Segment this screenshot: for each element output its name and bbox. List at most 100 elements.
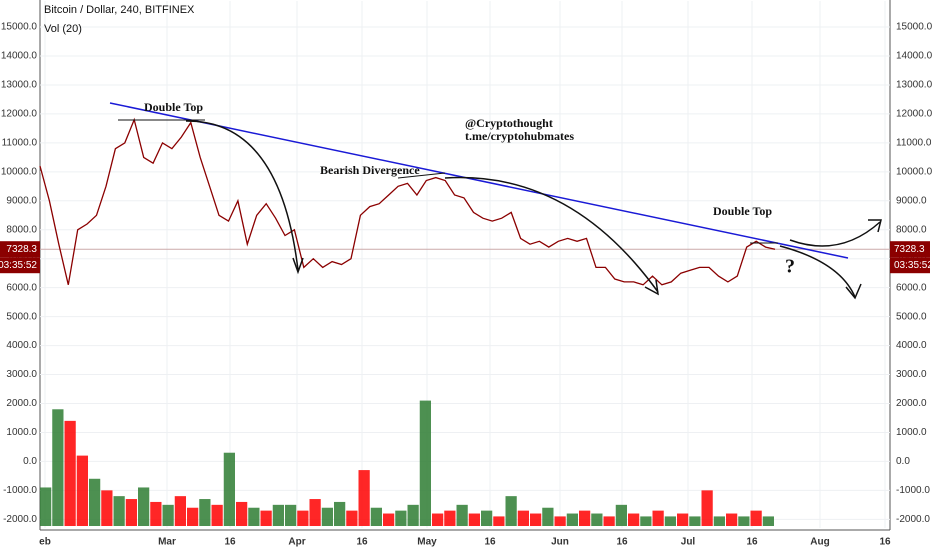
volume-bar: [456, 504, 468, 526]
volume-bar: [407, 504, 419, 526]
volume-bar: [530, 513, 542, 526]
x-tick-label: Jul: [681, 537, 696, 548]
volume-bar: [76, 455, 88, 526]
volume-bar: [260, 510, 272, 526]
annotation: Double Top: [713, 204, 772, 218]
volume-bar: [738, 516, 750, 526]
volume-bar: [726, 513, 738, 526]
volume-bar: [493, 516, 505, 526]
volume-bar: [248, 507, 260, 526]
volume-bar: [52, 409, 64, 526]
y-tick-label: 5000.0: [896, 311, 927, 322]
volume-bar: [395, 510, 407, 526]
volume-bar: [383, 513, 395, 526]
y-tick-label: 0.0: [23, 456, 37, 467]
y-tick-label: 4000.0: [896, 340, 927, 351]
volume-bar: [199, 499, 211, 526]
countdown-tag: [0, 257, 40, 274]
countdown-label: 03:35:52: [0, 260, 37, 271]
x-tick-label: 16: [879, 537, 891, 548]
volume-bar: [321, 507, 333, 526]
volume-bar: [346, 510, 358, 526]
volume-bar: [713, 516, 725, 526]
arrow: [185, 120, 299, 271]
x-tick-label: 16: [746, 537, 758, 548]
y-tick-label: 9000.0: [896, 195, 927, 206]
volume-bar: [187, 507, 199, 526]
y-tick-label: 8000.0: [6, 224, 37, 235]
volume-bar: [138, 487, 150, 526]
volume-bar: [468, 513, 480, 526]
volume-bar: [554, 516, 566, 526]
x-tick-label: Jun: [551, 537, 569, 548]
volume-bar: [603, 516, 615, 526]
volume-bar: [579, 510, 591, 526]
x-tick-label: 16: [224, 537, 236, 548]
volume-bar: [505, 496, 517, 526]
volume-bar: [64, 420, 76, 526]
volume-bar: [444, 510, 456, 526]
divergence-line: [397, 172, 446, 179]
y-tick-label: 10000.0: [1, 166, 38, 177]
y-tick-label: 12000.0: [1, 109, 38, 120]
y-tick-label: 1000.0: [6, 427, 37, 438]
volume-bar: [162, 504, 174, 526]
volume-bar: [419, 400, 431, 526]
volume-bar: [481, 510, 493, 526]
y-tick-label: 15000.0: [896, 22, 932, 33]
arrow-head: [292, 257, 304, 275]
countdown-tag: [890, 257, 930, 274]
volume-bar: [677, 513, 689, 526]
arrow: [779, 245, 856, 298]
countdown-label: 03:35:52: [894, 260, 932, 271]
chart-title: Bitcoin / Dollar, 240, BITFINEX: [44, 4, 195, 16]
arrow-head: [644, 279, 659, 296]
volume-bar: [101, 490, 113, 526]
volume-bar: [701, 490, 713, 526]
volume-bar: [297, 510, 309, 526]
arrow: [789, 221, 881, 247]
volume-bar: [223, 452, 235, 526]
volume-bar: [517, 510, 529, 526]
volume-bar: [125, 499, 137, 526]
volume-bar: [285, 504, 297, 526]
y-tick-label: 6000.0: [896, 282, 927, 293]
y-tick-label: 14000.0: [896, 51, 932, 62]
arrow-head: [845, 283, 862, 300]
volume-bar: [174, 496, 186, 526]
y-tick-label: 0.0: [896, 456, 910, 467]
volume-bar: [615, 504, 627, 526]
y-tick-label: 3000.0: [896, 369, 927, 380]
y-tick-label: 15000.0: [1, 22, 38, 33]
volume-bar: [236, 501, 248, 526]
annotation: ?: [785, 256, 795, 278]
price-tag-label: 7328.3: [6, 244, 37, 255]
y-tick-label: 1000.0: [896, 427, 927, 438]
volume-bar: [640, 516, 652, 526]
arrow: [444, 176, 659, 293]
volume-bar: [689, 516, 701, 526]
y-tick-label: 8000.0: [896, 224, 927, 235]
y-tick-label: 6000.0: [6, 282, 37, 293]
volume-bar: [750, 510, 762, 526]
volume-bar: [370, 507, 382, 526]
arrows: [185, 120, 882, 300]
y-tick-label: -1000.0: [896, 485, 930, 496]
annotation: Bearish Divergence: [320, 163, 420, 177]
volume-bar: [150, 501, 162, 526]
y-tick-label: 14000.0: [1, 51, 38, 62]
volume-bar: [113, 496, 125, 526]
volume-bar: [272, 504, 284, 526]
price-tag: [890, 241, 930, 258]
y-tick-label: 13000.0: [896, 80, 932, 91]
volume-bar: [432, 513, 444, 526]
x-tick-label: 16: [356, 537, 368, 548]
subtitle: Vol (20): [44, 23, 82, 35]
volume-bar: [628, 513, 640, 526]
y-tick-label: 10000.0: [896, 166, 932, 177]
volume-bar: [652, 510, 664, 526]
annotation: t.me/cryptohubmates: [465, 129, 574, 143]
volume-bar: [309, 499, 321, 526]
